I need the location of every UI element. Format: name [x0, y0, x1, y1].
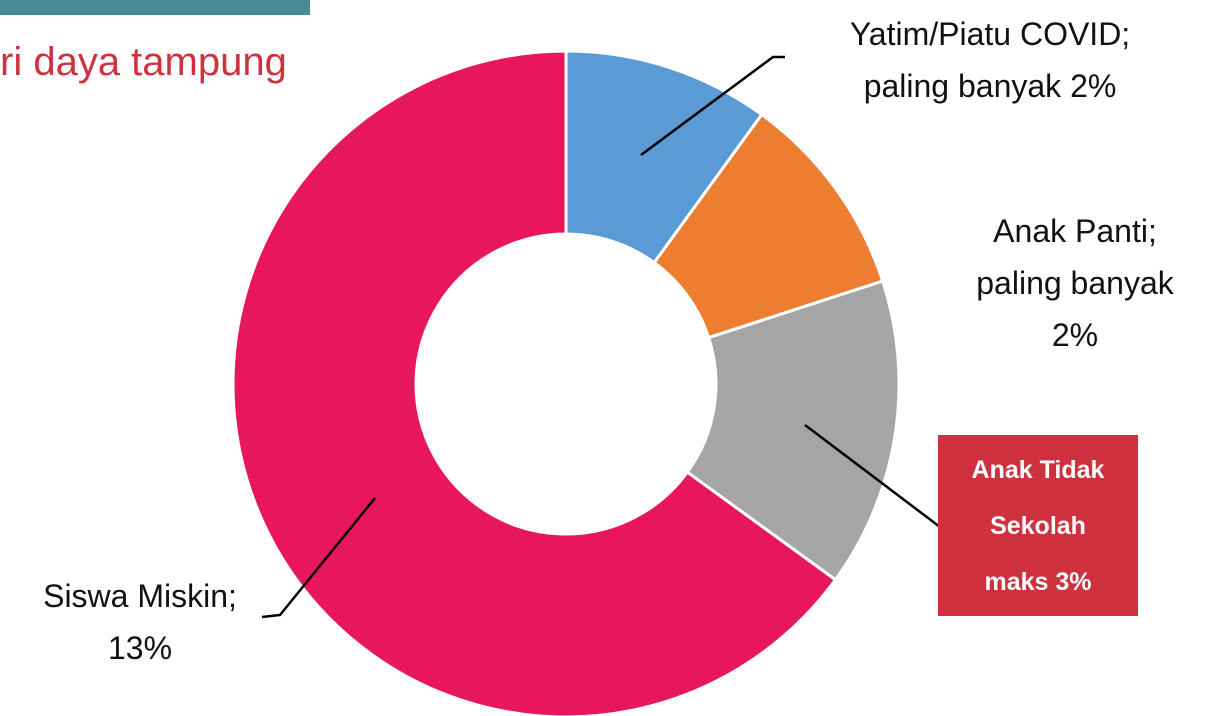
slice [685, 279, 901, 582]
data-label: Siswa Miskin; 13% [10, 570, 270, 674]
label-category: Siswa Miskin; [43, 578, 237, 614]
slice [231, 49, 838, 716]
label-value: paling banyak 2% [976, 265, 1174, 353]
chart-title: ri daya tampung [0, 40, 287, 84]
slices [231, 49, 901, 716]
label-category: Anak Tidak Sekolah [971, 455, 1105, 540]
label-category: Yatim/Piatu COVID; [849, 16, 1131, 52]
data-label: Yatim/Piatu COVID; paling banyak 2% [805, 8, 1175, 112]
header-bar [0, 0, 310, 15]
data-label: Anak Panti; paling banyak 2% [955, 205, 1195, 361]
leader-line [640, 55, 785, 157]
label-value: maks 3% [984, 567, 1092, 596]
label-value: paling banyak 2% [863, 68, 1117, 104]
label-category: Anak Panti; [993, 213, 1157, 249]
label-value: 13% [107, 630, 173, 666]
data-label: Anak Tidak Sekolah maks 3% [938, 435, 1138, 616]
leader-line [261, 497, 376, 619]
